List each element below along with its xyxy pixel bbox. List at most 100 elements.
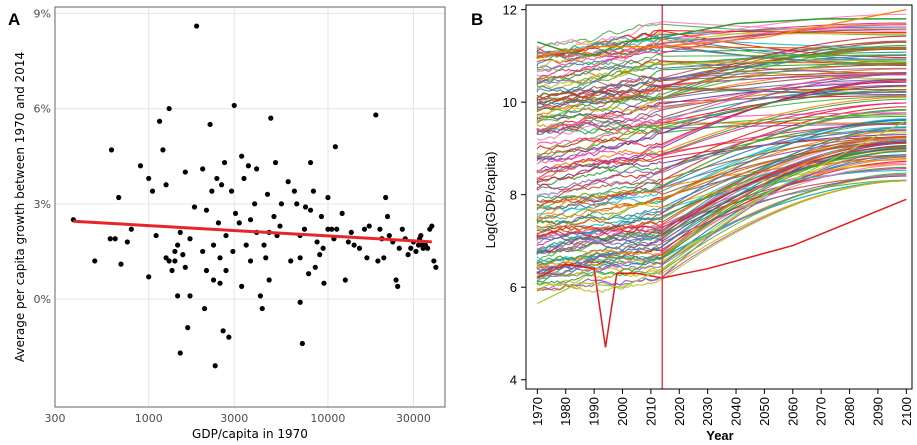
- gdp-trajectory-line: [536, 44, 907, 113]
- gdp-trajectory-line: [536, 85, 907, 135]
- panel-b-x-tick-label: 2050: [757, 397, 772, 426]
- scatter-point: [307, 207, 314, 213]
- gdp-trajectory-line: [536, 106, 907, 204]
- scatter-point: [247, 258, 254, 264]
- scatter-point: [254, 166, 260, 172]
- scatter-point: [128, 226, 134, 232]
- scatter-point: [307, 159, 314, 166]
- gdp-trajectory-line: [536, 73, 907, 102]
- scatter-point: [364, 255, 370, 261]
- gdp-trajectory-line: [536, 59, 907, 125]
- scatter-point: [377, 226, 383, 232]
- scatter-point: [268, 115, 274, 121]
- gdp-trajectory-line: [537, 120, 907, 304]
- gdp-trajectory-line: [536, 138, 907, 267]
- panel-a-y-tick-label: 6%: [34, 103, 51, 116]
- scatter-point: [381, 255, 387, 261]
- scatter-point: [386, 232, 392, 239]
- gdp-trajectory-line: [536, 172, 907, 280]
- scatter-point: [116, 194, 122, 201]
- panel-a-y-tick-label: 3%: [34, 198, 51, 211]
- gdp-trajectory-line: [536, 89, 907, 131]
- scatter-point: [212, 363, 218, 369]
- panel-a-y-tick-labels: 0% 3% 6% 9%: [34, 7, 51, 306]
- scatter-point: [137, 163, 144, 169]
- gdp-trajectory-line: [536, 53, 907, 73]
- scatter-point: [321, 280, 327, 286]
- panel-b-y-tick-label: 10: [503, 95, 517, 110]
- panel-b-x-tick-label: 2100: [899, 397, 914, 426]
- scatter-point: [118, 261, 124, 267]
- gdp-trajectory-line: [536, 180, 907, 294]
- panel-b-x-tick-label: 2000: [615, 397, 630, 426]
- scatter-point: [278, 201, 284, 207]
- scatter-point: [299, 340, 305, 347]
- gdp-trajectory-line: [536, 32, 907, 59]
- panel-b-x-axis-title: Year: [706, 428, 733, 443]
- scatter-point: [314, 239, 320, 245]
- scatter-point: [247, 217, 254, 223]
- scatter-point: [108, 147, 115, 153]
- gdp-trajectory-line: [536, 35, 907, 99]
- panel-b-x-tick-labels: 1970 1980 1990 2000 2010 2020 2030 2040 2050 2060…: [530, 389, 914, 426]
- scatter-point: [325, 226, 331, 232]
- panel-b-y-tick-label: 4: [510, 373, 517, 388]
- scatter-point: [332, 144, 338, 150]
- gdp-trajectory-line: [536, 180, 907, 265]
- gdp-trajectory-line: [536, 115, 907, 161]
- scatter-point: [223, 267, 229, 274]
- gdp-trajectory-line: [536, 54, 907, 94]
- scatter-point: [263, 255, 269, 261]
- scatter-point: [231, 102, 237, 109]
- scatter-point: [320, 245, 326, 251]
- panel-b-x-tick-label: 2090: [870, 397, 885, 426]
- scatter-point: [408, 245, 414, 251]
- gdp-trajectory-line: [536, 88, 907, 111]
- panel-a-y-tick-label: 0%: [34, 293, 51, 306]
- scatter-point: [236, 220, 242, 226]
- scatter-point: [169, 267, 175, 274]
- gdp-trajectory-line: [536, 127, 907, 254]
- panel-a-x-tick-label: 30000: [396, 412, 431, 425]
- scatter-point: [160, 147, 166, 153]
- scatter-point: [317, 252, 323, 258]
- scatter-point: [415, 242, 422, 248]
- panel-b-y-tick-labels: 4 6 8 10 12: [503, 3, 526, 388]
- scatter-point: [297, 255, 303, 261]
- scatter-point: [329, 226, 335, 232]
- gdp-trajectory-line: [536, 148, 907, 224]
- gdp-trajectory-line: [536, 135, 907, 233]
- scatter-point: [203, 207, 210, 213]
- scatter-point: [312, 264, 318, 270]
- scatter-point: [373, 112, 379, 118]
- scatter-point: [180, 252, 186, 258]
- scatter-point: [187, 293, 193, 299]
- scatter-point: [203, 267, 210, 274]
- scatter-point: [259, 305, 265, 312]
- scatter-point: [146, 274, 152, 280]
- gdp-trajectory-line: [536, 136, 907, 183]
- scatter-point: [399, 226, 405, 232]
- panel-b-series-lines: [536, 8, 907, 348]
- scatter-point: [226, 334, 232, 340]
- gdp-trajectory-line: [536, 149, 907, 286]
- scatter-point: [166, 258, 172, 264]
- scatter-point: [166, 105, 172, 112]
- scatter-point: [177, 350, 183, 356]
- scatter-point: [366, 223, 372, 229]
- gdp-trajectory-line: [536, 180, 907, 278]
- panel-a-label: A: [8, 10, 20, 29]
- scatter-point: [218, 182, 225, 188]
- scatter-point: [264, 191, 271, 197]
- gdp-trajectory-line: [536, 71, 907, 132]
- panel-a-gridlines: [54, 7, 445, 407]
- scatter-point: [272, 159, 279, 166]
- scatter-point: [239, 153, 245, 159]
- panel-a-plot-border: [54, 6, 446, 408]
- scatter-point: [318, 213, 325, 220]
- panel-a-x-tick-label: 3000: [220, 412, 248, 425]
- scatter-point: [425, 245, 431, 251]
- scatter-point: [277, 223, 283, 229]
- scatter-point: [297, 299, 303, 305]
